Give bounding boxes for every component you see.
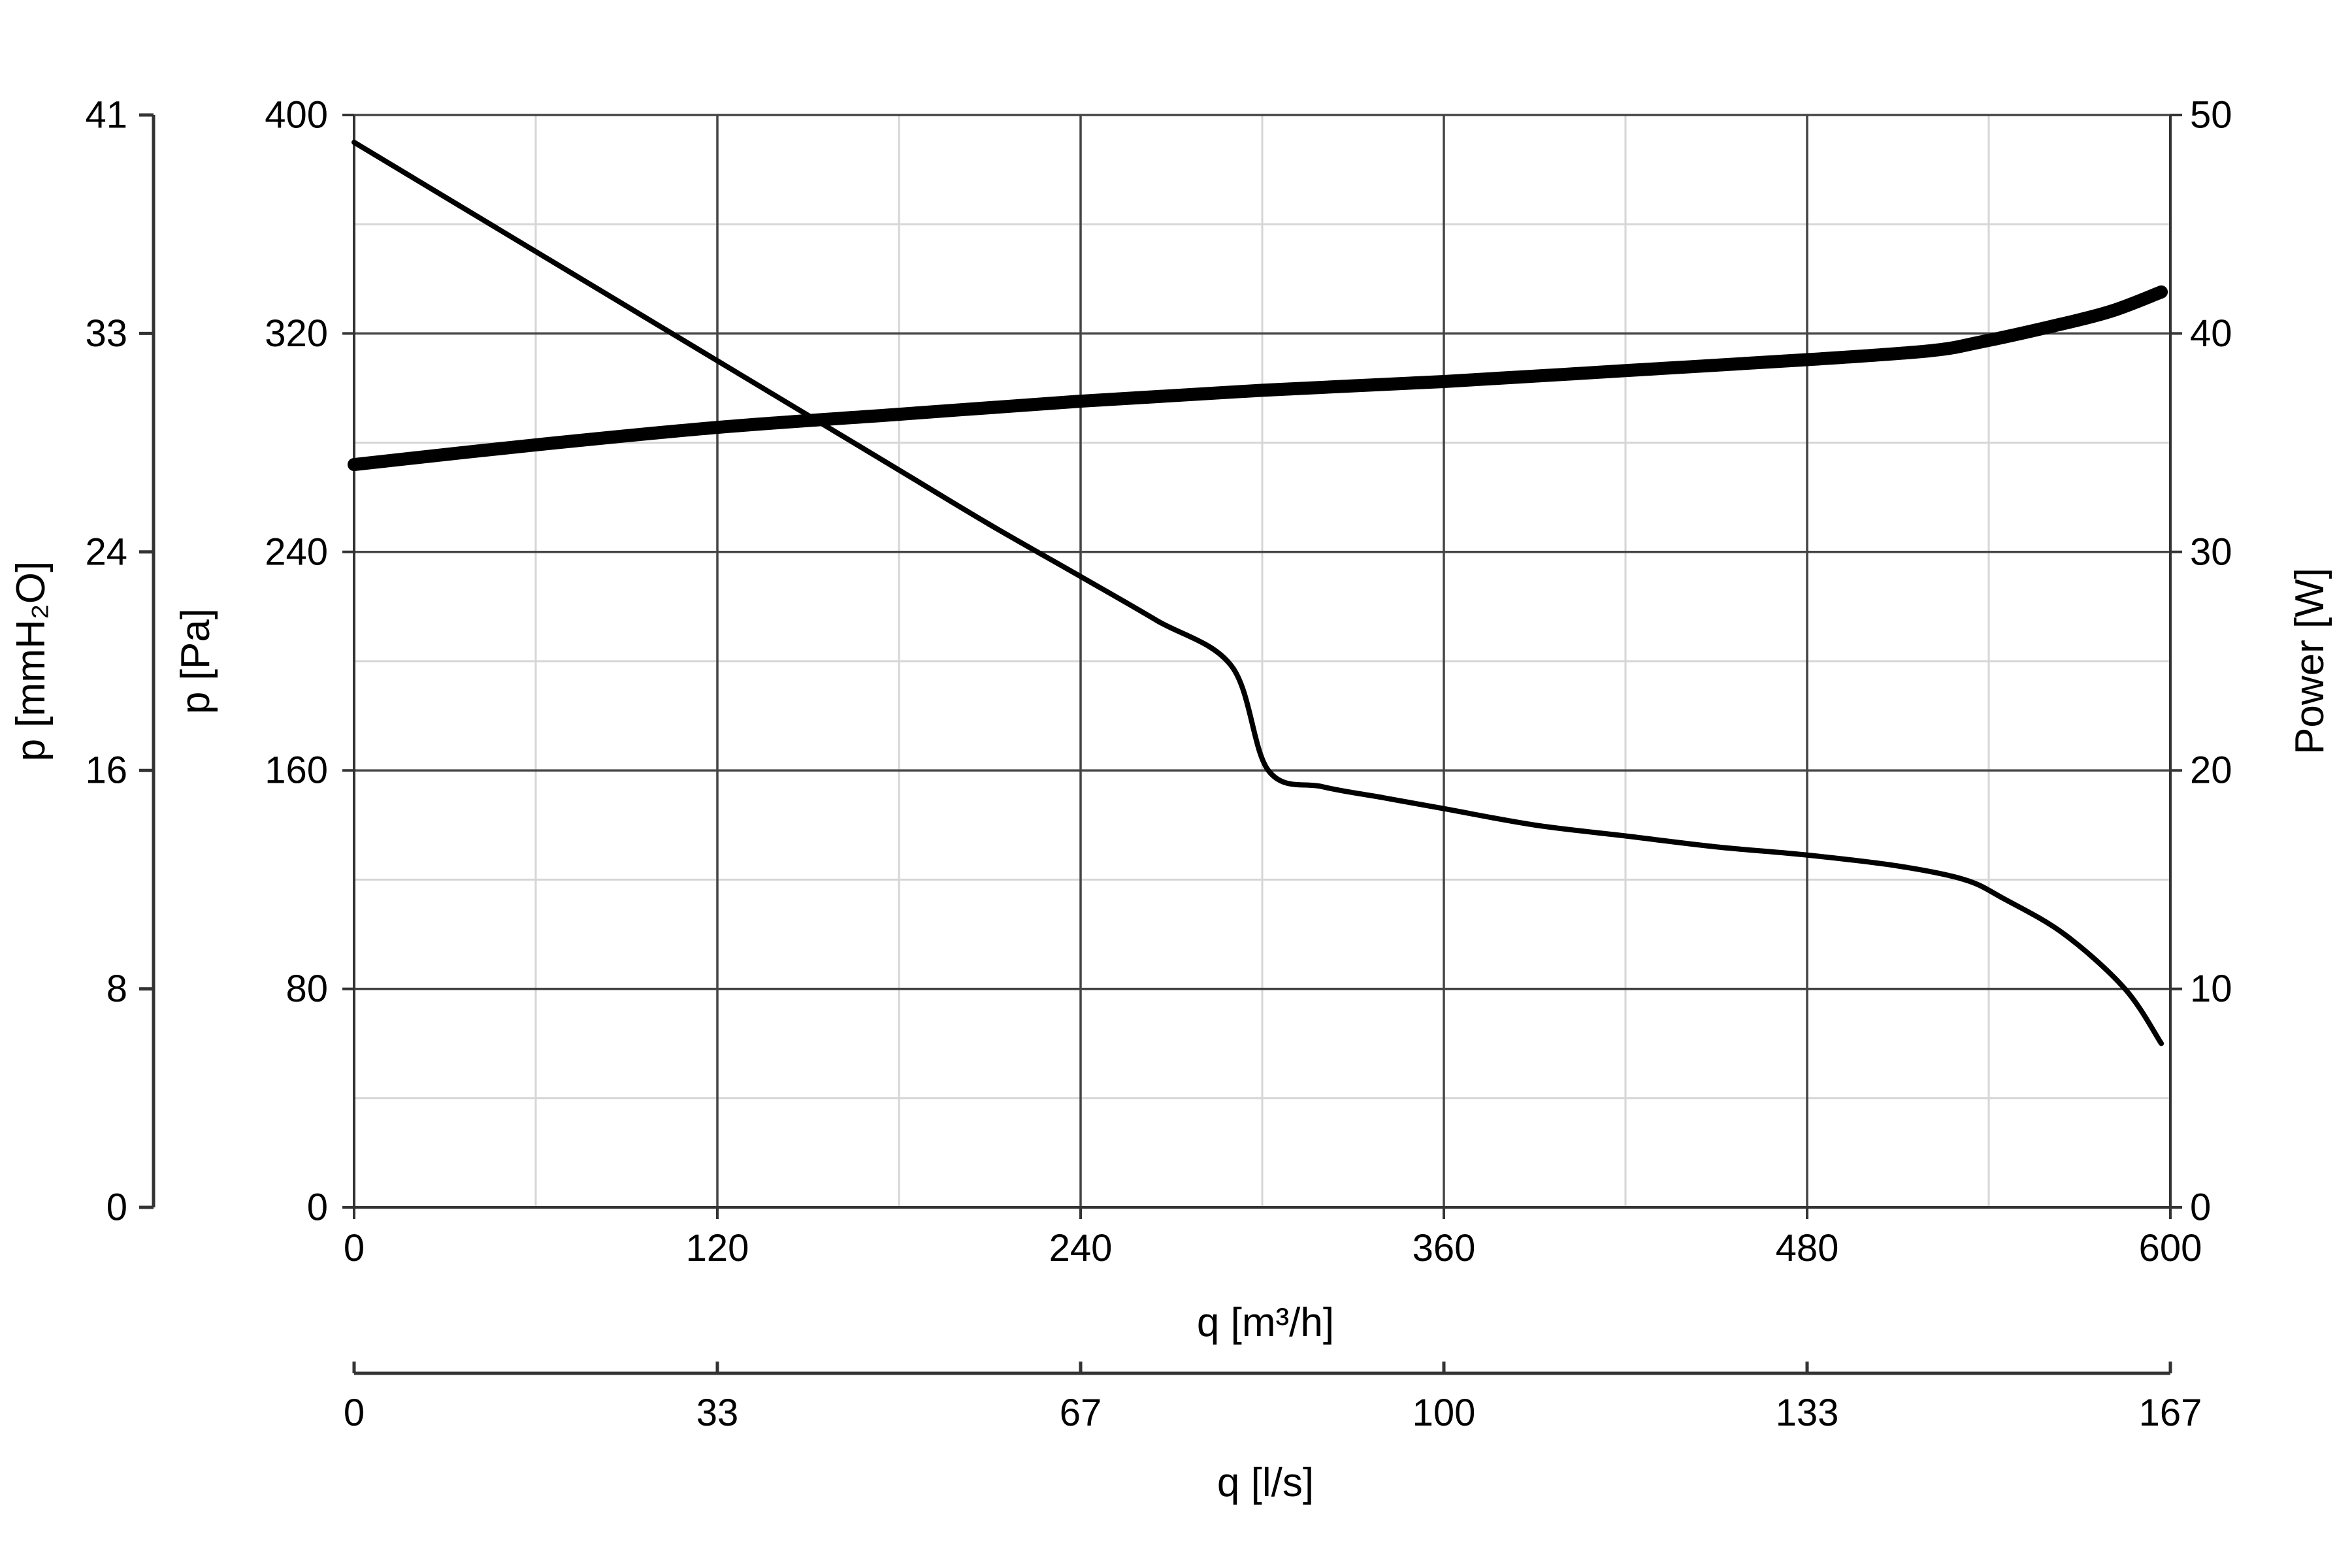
x-tick-label: 240 xyxy=(1049,1227,1113,1269)
x2-tick-label: 167 xyxy=(2139,1392,2202,1434)
y3-axis-title: Power [W] xyxy=(2287,568,2332,755)
y-tick-label: 0 xyxy=(307,1186,328,1229)
x2-axis-title: q [l/s] xyxy=(1217,1460,1314,1505)
y2-tick-label: 33 xyxy=(85,312,127,355)
y2-axis-title: p [mmH₂O] xyxy=(8,561,54,762)
y-tick-label: 400 xyxy=(265,94,328,137)
y2-tick-label: 16 xyxy=(85,749,127,792)
y3-tick-label: 20 xyxy=(2190,749,2232,792)
axes xyxy=(139,113,2182,1375)
series-layer xyxy=(348,139,2168,1047)
y3-tick-label: 40 xyxy=(2190,312,2232,355)
y3-tick-label: 0 xyxy=(2190,1186,2211,1229)
y2-tick-label: 41 xyxy=(85,94,127,137)
y-axis-title: p [Pa] xyxy=(173,608,218,714)
y-tick-label: 80 xyxy=(286,968,328,1010)
x2-tick-label: 67 xyxy=(1060,1392,1102,1434)
x-tick-label: 360 xyxy=(1413,1227,1476,1269)
y-tick-label: 240 xyxy=(265,531,328,573)
y2-tick-label: 24 xyxy=(85,531,127,573)
minor-grid xyxy=(354,115,2170,1207)
x2-tick-label: 33 xyxy=(696,1392,739,1434)
x-axis-title: q [m³/h] xyxy=(1197,1300,1334,1345)
x-tick-label: 480 xyxy=(1776,1227,1839,1269)
y3-tick-label: 30 xyxy=(2190,531,2232,573)
x2-tick-label: 133 xyxy=(1776,1392,1839,1434)
power-curve xyxy=(348,285,2168,472)
y3-tick-label: 50 xyxy=(2190,94,2232,137)
y3-tick-label: 10 xyxy=(2190,968,2232,1010)
x2-tick-label: 0 xyxy=(344,1392,365,1434)
y2-tick-label: 0 xyxy=(106,1186,127,1229)
y-tick-label: 160 xyxy=(265,749,328,792)
x-tick-label: 120 xyxy=(686,1227,749,1269)
y2-tick-label: 8 xyxy=(106,968,127,1010)
y-tick-label: 320 xyxy=(265,312,328,355)
pressure-curve xyxy=(351,139,2164,1047)
x-tick-label: 0 xyxy=(344,1227,365,1269)
x-tick-label: 600 xyxy=(2139,1227,2202,1269)
x2-tick-label: 100 xyxy=(1413,1392,1476,1434)
